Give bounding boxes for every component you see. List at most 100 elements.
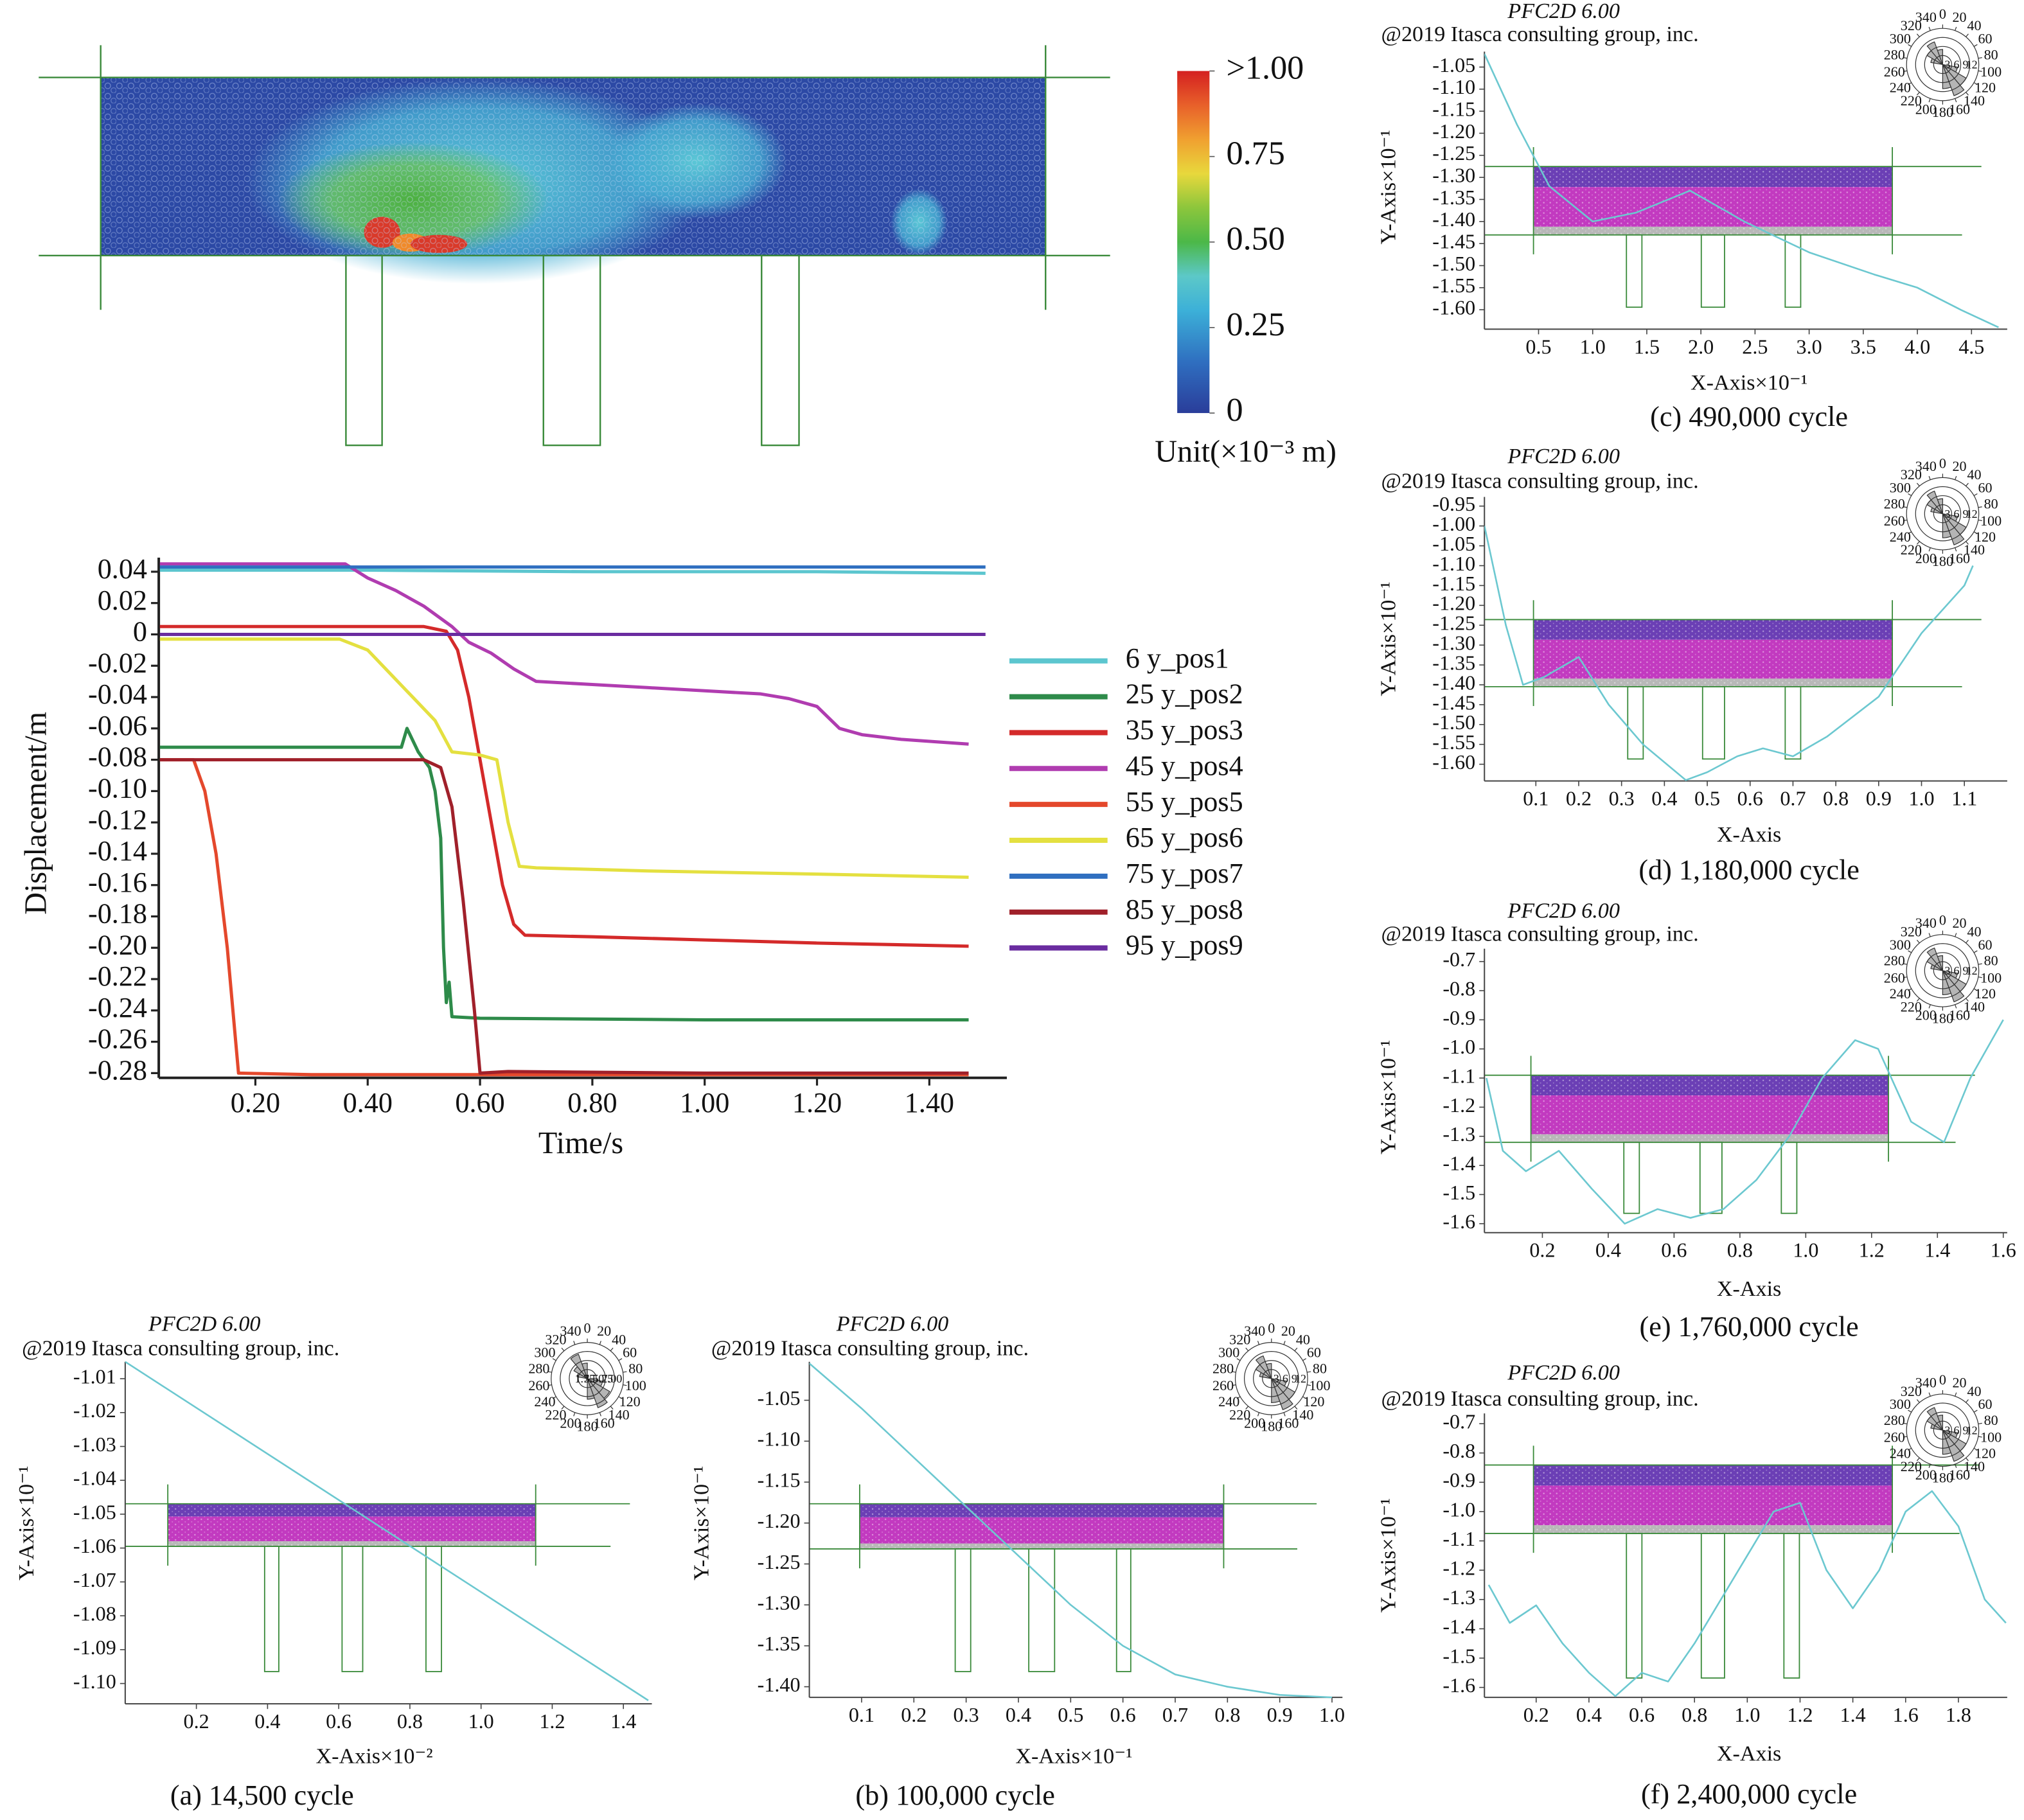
particles <box>168 1503 536 1547</box>
x-tick-label: 0.6 <box>326 1710 351 1733</box>
rose-angle-label: 100 <box>1980 513 2002 529</box>
rose-petal <box>1926 1407 1944 1431</box>
trench <box>1623 1142 1640 1214</box>
x-tick-label: 1.2 <box>539 1710 565 1733</box>
credit: @2019 Itasca consulting group, inc. <box>1381 1387 1699 1411</box>
series-line <box>1486 1019 2004 1225</box>
rose-angle-label: 80 <box>1313 1361 1327 1377</box>
y-tick-label: -1.10 <box>1432 552 1475 575</box>
y-tick-label: -0.8 <box>1443 1439 1475 1462</box>
x-axis-label: X-Axis <box>1717 1742 1782 1765</box>
x-axis-label: X-Axis×10⁻¹ <box>1015 1744 1132 1768</box>
x-tick-label: 1.0 <box>1319 1703 1345 1726</box>
trench <box>1699 1142 1723 1214</box>
x-axis-label: X-Axis <box>1717 823 1782 847</box>
rose-angle-label: 60 <box>1978 937 1993 953</box>
y-tick-label: -1.07 <box>73 1568 116 1591</box>
rose-angle-label: 300 <box>1218 1345 1239 1361</box>
y-tick-label: -1.35 <box>1432 651 1475 674</box>
rose-petal <box>1942 1429 1965 1462</box>
rose-angle-label: 140 <box>1292 1406 1313 1422</box>
rose-tick <box>1307 1384 1311 1386</box>
rose-angle-label: 20 <box>1953 458 1967 474</box>
rose-angle-label: 120 <box>619 1393 641 1409</box>
rose-ring <box>1933 1420 1953 1440</box>
y-tick-label: -1.45 <box>1432 229 1475 252</box>
rose-angle-label: 20 <box>1953 1375 1967 1391</box>
rose-tick <box>1966 541 1969 545</box>
rose-angle-label: 240 <box>534 1393 555 1409</box>
rose-petal <box>1926 41 1944 65</box>
y-tick-label: -1.55 <box>1432 730 1475 754</box>
x-tick-label: 0.5 <box>1058 1703 1083 1726</box>
y-tick-label: -1.25 <box>1432 141 1475 164</box>
rose-ring <box>1933 961 1953 980</box>
rose-angle-label: 280 <box>1884 1412 1905 1428</box>
y-axis-label: Y-Axis×10⁻¹ <box>1376 1040 1400 1154</box>
x-tick-label: 0.9 <box>1866 786 1892 809</box>
y-tick-label: -1.15 <box>758 1468 801 1491</box>
x-tick-label: 0.4 <box>1595 1239 1621 1262</box>
particles <box>1533 619 1893 687</box>
trench <box>345 254 383 446</box>
x-tick-label: 1.4 <box>1840 1703 1866 1726</box>
rose-tick <box>1978 1422 1982 1425</box>
boundaries <box>39 45 1110 446</box>
rose-tick <box>1916 998 1920 1002</box>
specimen <box>1484 1445 1979 1679</box>
colorbar-tick-label: 0.75 <box>1226 135 1284 172</box>
legend-label: 55 y_pos5 <box>1126 786 1243 817</box>
rose-angle-label: 200 <box>1915 101 1937 117</box>
rose-angle-label: 280 <box>528 1361 549 1377</box>
x-tick-label: 0.20 <box>231 1087 280 1118</box>
rose-tick <box>1302 1358 1307 1361</box>
y-tick-label: -1.2 <box>1443 1557 1475 1580</box>
y-tick-label: -1.30 <box>1432 632 1475 655</box>
series-line <box>159 637 969 879</box>
rose-tick <box>1236 1358 1241 1361</box>
rose-angle-label: 280 <box>1212 1361 1234 1377</box>
rose-tick <box>1908 531 1912 535</box>
trench <box>1700 1533 1725 1679</box>
x-tick-label: 1.8 <box>1946 1703 1971 1726</box>
trench <box>954 1548 972 1672</box>
x-axis-label: X-Axis×10⁻² <box>316 1744 433 1768</box>
rose-ring-label: 6 <box>1283 1372 1288 1385</box>
rose-tick <box>1903 1422 1908 1425</box>
y-tick-label: -1.1 <box>1443 1527 1475 1550</box>
x-tick-label: 0.40 <box>343 1087 393 1118</box>
y-axis-label: Y-Axis×10⁻¹ <box>1376 1498 1400 1612</box>
rose-petal <box>587 1378 595 1400</box>
y-tick-label: -0.8 <box>1443 976 1475 1000</box>
rose-angle-label: 120 <box>1975 80 1996 96</box>
rose-angle-label: 200 <box>560 1415 581 1431</box>
y-tick-label: -1.2 <box>1443 1093 1475 1117</box>
rose-angle-label: 320 <box>1901 466 1922 482</box>
legend-label: 85 y_pos8 <box>1126 894 1243 925</box>
rose-ring <box>1924 495 1962 533</box>
rose-tick <box>1966 482 1969 486</box>
x-tick-label: 0.8 <box>1823 786 1849 809</box>
rose-petal <box>1942 970 1965 1003</box>
trench <box>1784 234 1802 308</box>
rose-tick <box>1928 26 1931 31</box>
x-tick-label: 1.2 <box>1859 1239 1885 1262</box>
rose-angle-label: 340 <box>1244 1323 1265 1339</box>
rose-angle-label: 40 <box>1967 466 1981 482</box>
rose-angle-label: 140 <box>1964 542 1985 558</box>
y-axis-label: Y-Axis×10⁻¹ <box>1376 581 1400 696</box>
rose-tick <box>1908 1447 1912 1451</box>
rose-tick <box>610 1347 614 1352</box>
rose-tick <box>623 1384 627 1386</box>
rose-angle-label: 200 <box>1915 550 1937 566</box>
rose-tick <box>1916 1457 1920 1462</box>
x-tick-label: 0.7 <box>1780 786 1806 809</box>
plot-area <box>809 1363 1333 1699</box>
y-tick-label: -0.18 <box>88 898 147 930</box>
rose-ring-label: 5.25 <box>593 1372 614 1385</box>
rose-angle-label: 260 <box>1212 1377 1234 1393</box>
x-tick-label: 0.4 <box>254 1710 280 1733</box>
y-tick-label: -1.06 <box>73 1534 116 1557</box>
rose-tick <box>1257 1341 1260 1345</box>
